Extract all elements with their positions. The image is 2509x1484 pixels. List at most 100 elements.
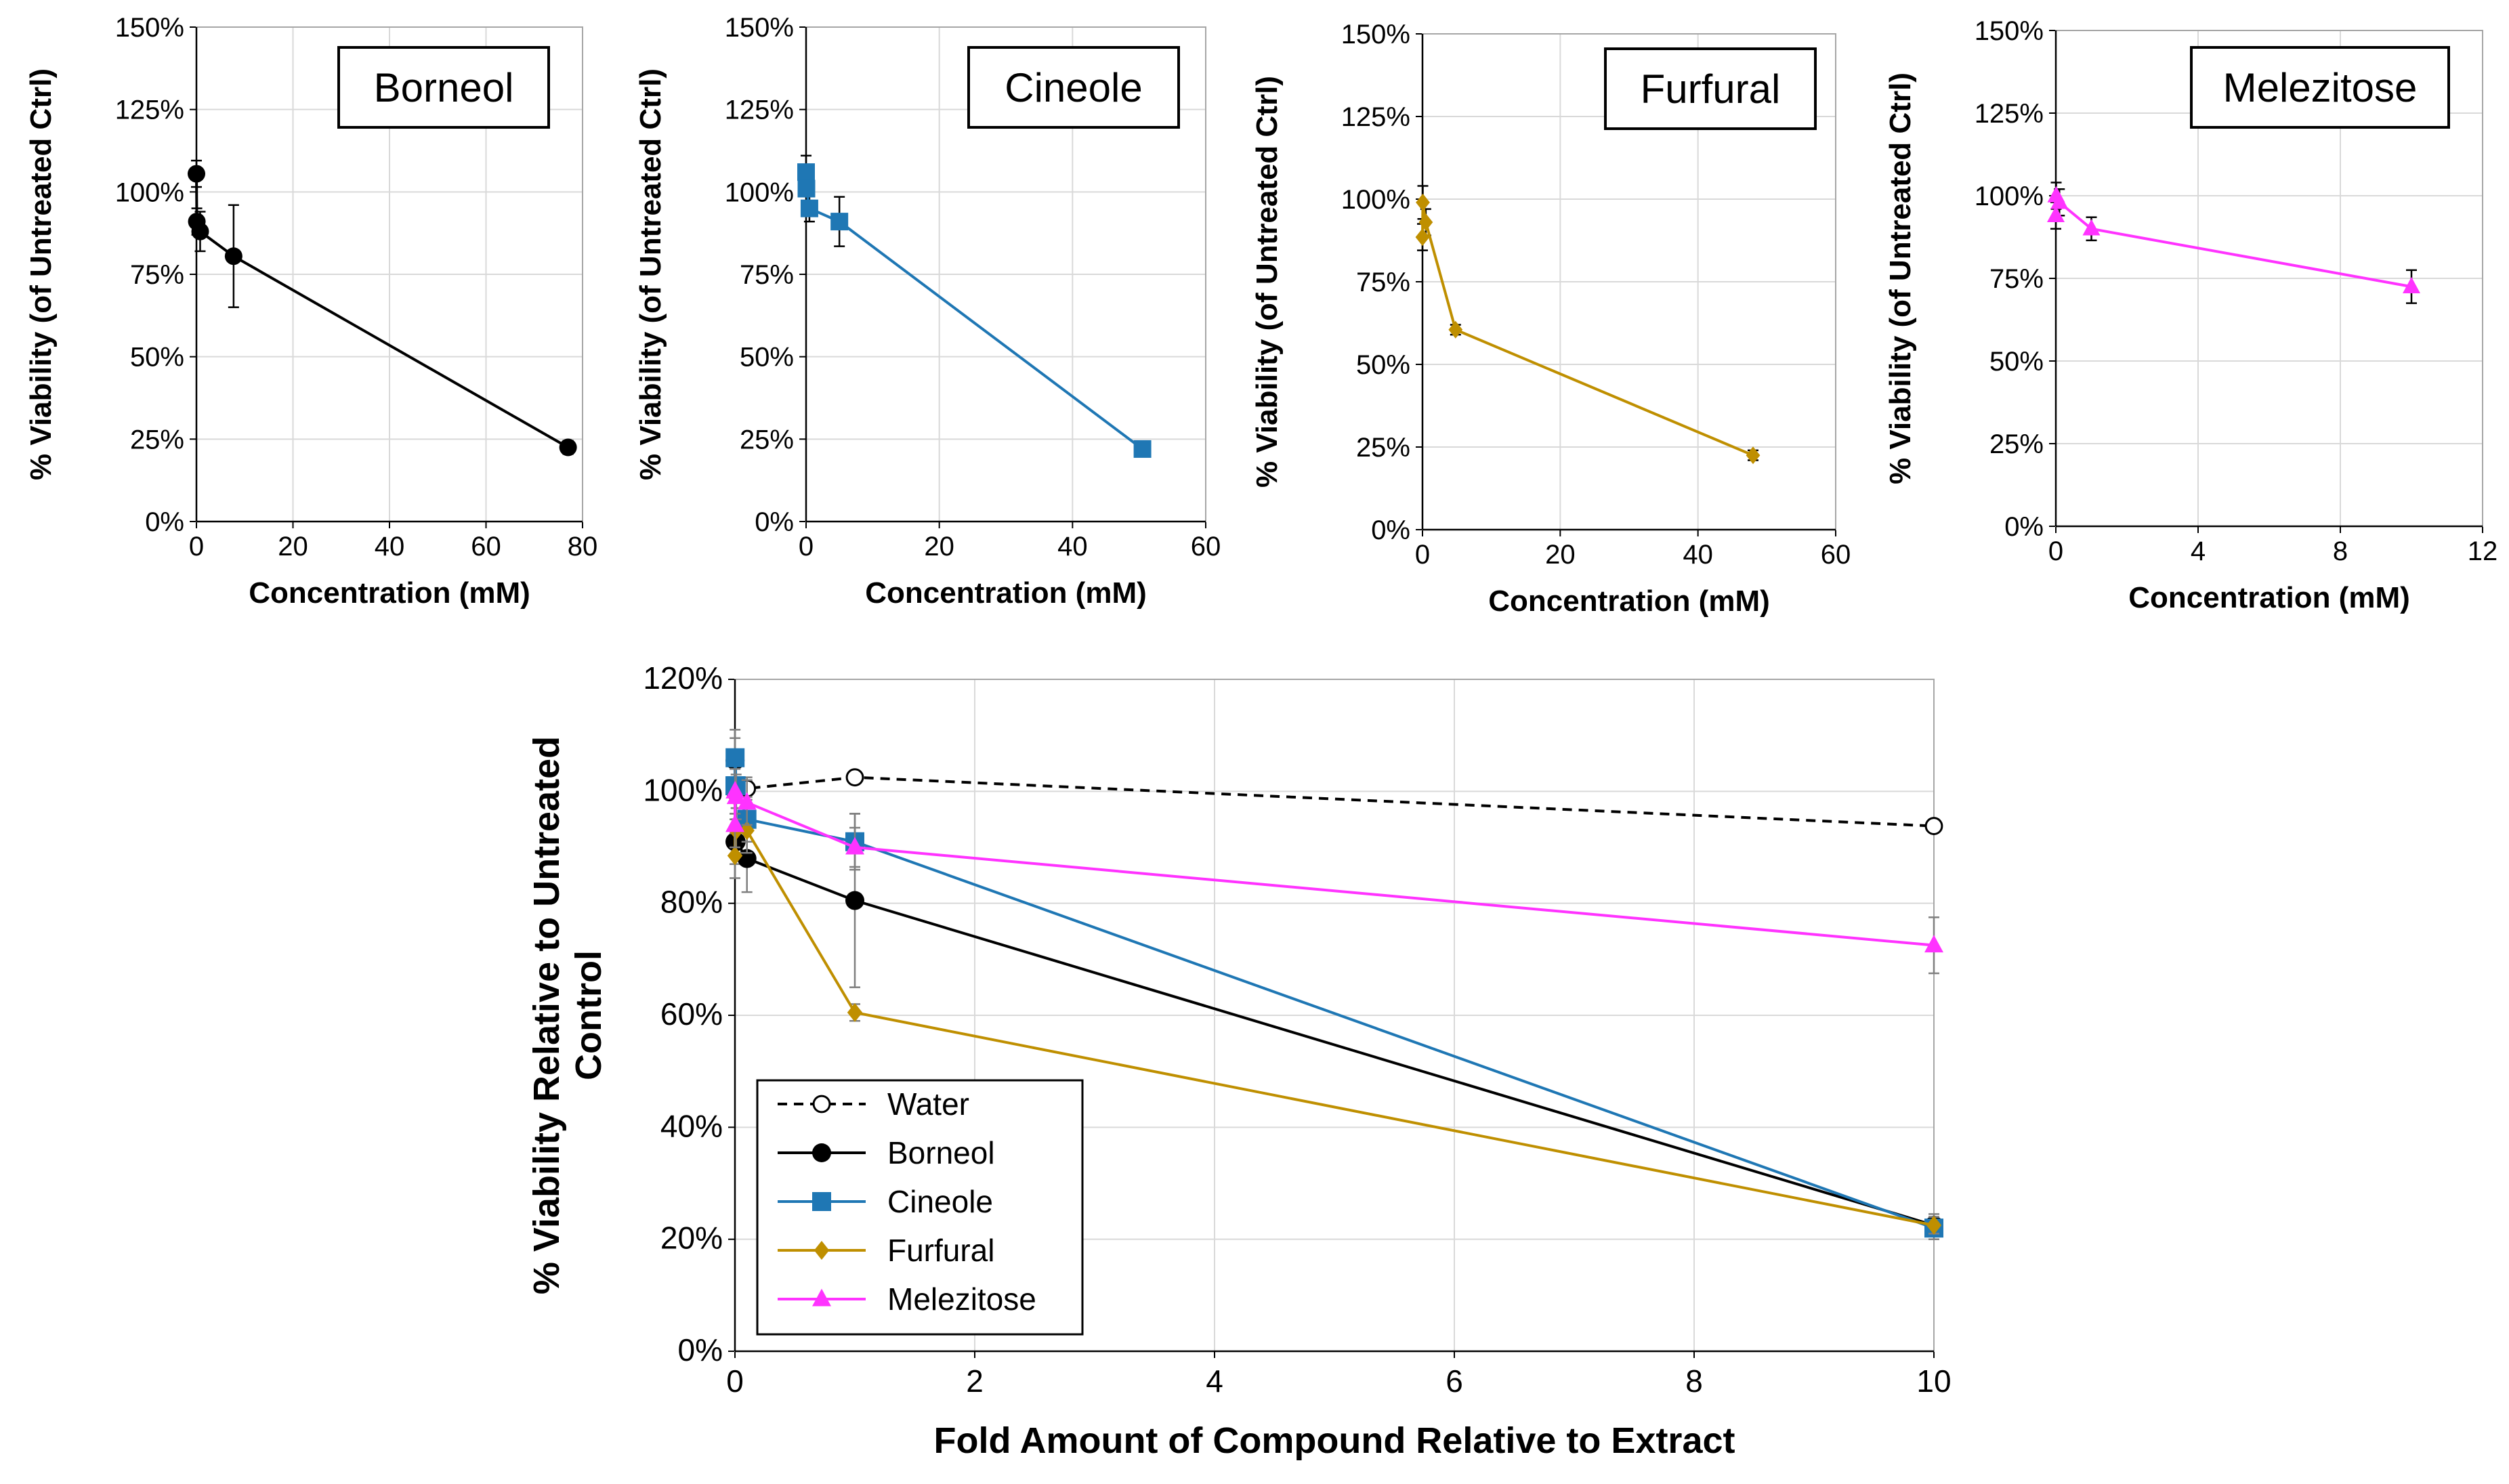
data-point bbox=[191, 222, 209, 240]
legend-label: Furfural bbox=[887, 1233, 994, 1268]
x-tick-label: 12 bbox=[2468, 536, 2498, 566]
y-tick-label: 25% bbox=[130, 425, 184, 454]
legend-marker bbox=[812, 1095, 831, 1114]
y-tick-label: 40% bbox=[660, 1108, 723, 1143]
y-tick-label: 50% bbox=[740, 343, 794, 373]
y-tick-label: 100% bbox=[1341, 185, 1410, 215]
x-axis-title: Concentration (mM) bbox=[2128, 581, 2410, 614]
y-tick-label: 125% bbox=[1975, 99, 2044, 129]
y-tick-label: 20% bbox=[660, 1221, 723, 1256]
y-tick-label: 125% bbox=[115, 96, 184, 125]
x-tick-label: 40 bbox=[1683, 540, 1713, 570]
chart-title-box bbox=[1604, 47, 1817, 130]
y-tick-label: 75% bbox=[130, 260, 184, 290]
data-point bbox=[1746, 446, 1760, 465]
y-tick-label: 100% bbox=[725, 177, 794, 207]
data-point bbox=[1415, 228, 1430, 247]
data-point bbox=[727, 846, 743, 866]
chart-title-box bbox=[967, 46, 1180, 129]
data-point bbox=[1133, 440, 1152, 458]
y-tick-label: 100% bbox=[115, 177, 184, 207]
legend: Water Borneol Cineole Furfural Melezitose bbox=[756, 1079, 1084, 1336]
x-tick-label: 0 bbox=[2048, 536, 2063, 566]
chart-title: Furfural bbox=[1641, 66, 1781, 112]
y-tick-label: 25% bbox=[740, 425, 794, 454]
data-point bbox=[847, 1002, 863, 1022]
y-tick-label: 75% bbox=[740, 260, 794, 290]
x-tick-label: 20 bbox=[278, 532, 308, 561]
y-axis-title: % Viability (of Untreated Ctrl) bbox=[634, 68, 667, 480]
y-tick-label: 120% bbox=[643, 660, 723, 696]
x-tick-label: 60 bbox=[471, 532, 501, 561]
series-0 bbox=[797, 154, 1152, 458]
chart-title-box bbox=[337, 46, 550, 129]
x-tick-label: 0 bbox=[189, 532, 204, 561]
y-tick-label: 125% bbox=[725, 96, 794, 125]
data-point bbox=[725, 748, 745, 767]
y-tick-label: 150% bbox=[115, 13, 184, 43]
legend-marker bbox=[814, 1241, 830, 1260]
y-axis-title: % Viability (of Untreated Ctrl) bbox=[1884, 72, 1917, 484]
y-tick-label: 80% bbox=[660, 885, 723, 920]
data-point bbox=[725, 814, 744, 832]
x-tick-label: 10 bbox=[1916, 1363, 1951, 1399]
y-tick-label: 75% bbox=[1356, 268, 1410, 297]
x-tick-label: 20 bbox=[1545, 540, 1576, 570]
data-point bbox=[845, 836, 864, 855]
x-axis-title: Concentration (mM) bbox=[1488, 585, 1770, 618]
legend-box bbox=[756, 1079, 1084, 1336]
data-point bbox=[737, 792, 757, 810]
legend-marker bbox=[812, 1192, 831, 1211]
chart-cineole: 0 20 40 60 0% 25% 50% 75% 100% 125% 150% Concentrat… bbox=[634, 13, 1221, 610]
x-tick-label: 60 bbox=[1821, 540, 1851, 570]
x-tick-label: 6 bbox=[1446, 1363, 1463, 1399]
x-tick-label: 60 bbox=[1191, 532, 1221, 561]
chart-combined: 0 2 4 6 8 100%20%40%60%80%100%120%Fold Amount… bbox=[526, 660, 1952, 1461]
y-tick-label: 0% bbox=[678, 1332, 723, 1368]
chart-title: Cineole bbox=[1005, 65, 1142, 110]
series-line bbox=[734, 776, 1935, 828]
data-point bbox=[797, 163, 815, 182]
x-axis-title: Concentration (mM) bbox=[865, 576, 1147, 610]
chart-title: Melezitose bbox=[2223, 65, 2418, 110]
legend-label: Melezitose bbox=[887, 1281, 1036, 1317]
data-point bbox=[188, 165, 205, 183]
y-tick-label: 60% bbox=[660, 996, 723, 1032]
series-water bbox=[725, 768, 1943, 835]
data-point bbox=[1926, 1216, 1942, 1235]
y-axis-title: % Viability Relative to UntreatedControl bbox=[526, 736, 609, 1294]
y-tick-label: 150% bbox=[725, 13, 794, 43]
data-point bbox=[2050, 192, 2069, 209]
x-axis-title: Concentration (mM) bbox=[249, 576, 530, 610]
y-tick-label: 50% bbox=[1989, 347, 2044, 377]
data-point bbox=[1448, 320, 1463, 339]
y-axis-title: % Viability (of Untreated Ctrl) bbox=[24, 68, 58, 480]
data-point bbox=[739, 821, 755, 841]
legend-marker bbox=[812, 1288, 831, 1307]
x-axis-title: Fold Amount of Compound Relative to Extr… bbox=[934, 1420, 1735, 1461]
series-0 bbox=[1415, 185, 1760, 465]
series-line bbox=[1421, 202, 1754, 457]
series-line bbox=[2054, 195, 2412, 289]
x-tick-label: 0 bbox=[1415, 540, 1430, 570]
y-tick-label: 125% bbox=[1341, 102, 1410, 132]
x-tick-label: 0 bbox=[726, 1363, 744, 1399]
y-tick-label: 50% bbox=[1356, 350, 1410, 380]
series-0 bbox=[188, 159, 577, 457]
data-point bbox=[830, 213, 849, 231]
data-point bbox=[2403, 276, 2420, 293]
y-tick-label: 150% bbox=[1341, 20, 1410, 49]
y-tick-label: 0% bbox=[1371, 515, 1410, 545]
y-tick-label: 0% bbox=[145, 507, 184, 537]
data-point bbox=[1418, 213, 1433, 232]
y-tick-label: 75% bbox=[1989, 264, 2044, 294]
data-point bbox=[726, 786, 746, 805]
y-tick-label: 0% bbox=[755, 507, 794, 537]
legend-label: Cineole bbox=[887, 1184, 993, 1219]
x-tick-label: 8 bbox=[1685, 1363, 1703, 1399]
data-point bbox=[2082, 219, 2101, 236]
legend-label: Water bbox=[887, 1086, 969, 1122]
data-point bbox=[1924, 935, 1943, 953]
series-line bbox=[805, 172, 1143, 450]
